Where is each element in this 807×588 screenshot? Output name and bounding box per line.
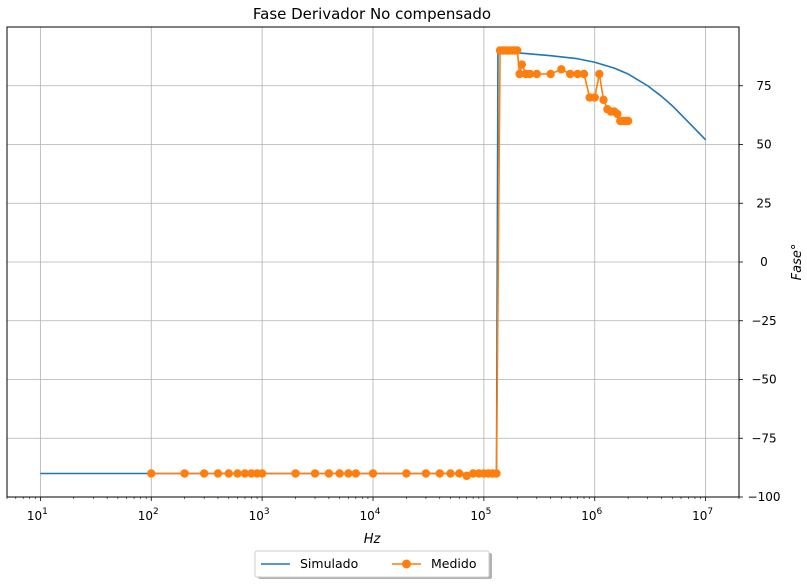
data-point (492, 469, 501, 478)
chart-title: Fase Derivador No compensado (253, 5, 491, 23)
data-point (240, 469, 250, 478)
y-tick-label: −75 (751, 431, 776, 445)
y-axis: 75 50 25 0 −25 −50 −75 −100 (739, 79, 780, 504)
y-tick-label: 75 (756, 79, 771, 93)
data-point (613, 109, 622, 119)
data-point (335, 469, 344, 478)
legend: Simulado Medido (254, 550, 492, 579)
legend-box (254, 550, 490, 578)
data-point (579, 69, 589, 79)
data-point (310, 469, 320, 478)
y-axis-label: Fase° (790, 244, 805, 281)
data-point (291, 469, 300, 478)
data-point (532, 69, 541, 79)
data-point (565, 69, 575, 79)
data-point (421, 469, 431, 478)
series-medido (147, 46, 633, 481)
data-point (557, 65, 566, 74)
data-point (257, 469, 267, 478)
data-point (595, 69, 604, 79)
data-point (324, 469, 334, 478)
data-point (224, 469, 233, 478)
legend-marker-medido (402, 559, 411, 569)
legend-label-simulado: Simulado (300, 556, 358, 571)
data-point (351, 469, 361, 478)
series-layer (40, 46, 707, 481)
y-tick-label: −100 (748, 490, 781, 504)
y-tick-label: −50 (751, 373, 776, 387)
x-axis: 101 102 103 104 105 106 107 (6, 497, 740, 523)
data-point (517, 60, 527, 69)
series-line-medido (151, 49, 629, 477)
y-tick-label: 50 (756, 138, 771, 152)
data-point (233, 469, 242, 478)
x-tick-label: 101 (27, 507, 48, 523)
data-point (180, 469, 189, 478)
y-tick-label: 0 (760, 255, 768, 269)
data-point (546, 69, 555, 79)
data-point (515, 69, 524, 79)
x-tick-label: 106 (581, 507, 602, 523)
x-tick-label: 105 (470, 507, 491, 523)
data-point (199, 469, 209, 478)
data-point (623, 116, 633, 126)
data-point (513, 46, 522, 55)
data-point (573, 69, 582, 79)
data-point (435, 469, 444, 478)
data-point (525, 69, 535, 79)
data-point (455, 469, 464, 478)
x-tick-label: 107 (692, 507, 713, 523)
data-point (368, 469, 378, 478)
data-point (344, 469, 353, 478)
data-point (590, 93, 599, 102)
grid (7, 27, 739, 497)
data-point (446, 469, 455, 478)
x-tick-label: 102 (138, 507, 159, 523)
legend-label-medido: Medido (431, 556, 476, 571)
data-point (599, 95, 608, 105)
x-axis-label: Hz (364, 532, 382, 547)
x-tick-label: 104 (359, 507, 380, 523)
data-point (402, 469, 411, 478)
x-tick-label: 103 (249, 507, 270, 523)
data-point (147, 469, 156, 478)
data-point (213, 469, 223, 478)
y-tick-label: 25 (756, 196, 771, 210)
data-point (462, 471, 471, 481)
y-tick-label: −25 (751, 314, 776, 328)
